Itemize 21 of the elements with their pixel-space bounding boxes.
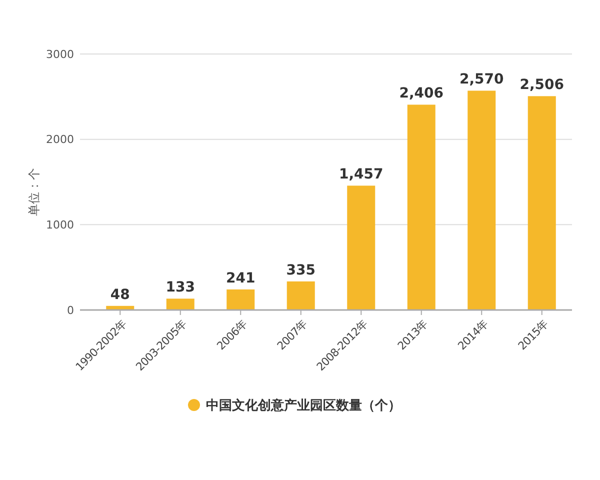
y-tick-label: 0	[67, 304, 74, 317]
y-axis-title: 单位：个	[27, 168, 41, 216]
y-tick-label: 1000	[46, 218, 74, 232]
bar	[226, 289, 255, 310]
y-tick-label: 2000	[46, 133, 74, 146]
data-label: 48	[110, 286, 130, 303]
data-label: 2,406	[399, 86, 444, 102]
bar	[468, 90, 496, 310]
bar	[528, 96, 556, 310]
data-label: 241	[226, 270, 256, 286]
y-tick-label: 3000	[46, 48, 74, 61]
bar	[286, 281, 315, 310]
bar	[347, 186, 376, 310]
data-label: 2,570	[459, 72, 504, 88]
data-label: 1,457	[338, 166, 384, 183]
data-label: 335	[286, 262, 316, 278]
bar	[166, 298, 194, 310]
bar	[407, 104, 436, 310]
legend-label: 中国文化创意产业园区数量（个）	[206, 398, 401, 414]
data-label: 2,506	[520, 77, 564, 94]
data-label: 133	[166, 280, 195, 296]
